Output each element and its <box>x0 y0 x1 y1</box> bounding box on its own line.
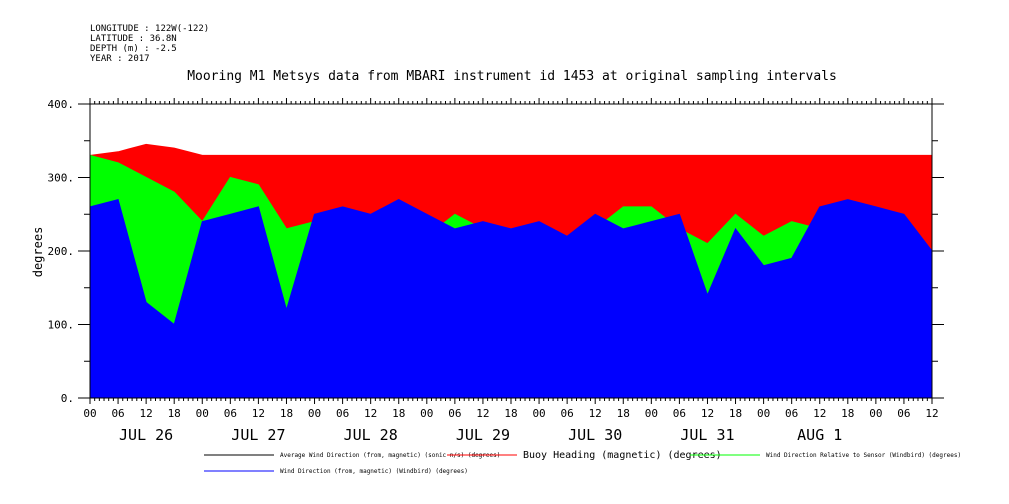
x-day-label: JUL 28 <box>344 426 398 444</box>
legend-label-buoy-heading: Buoy Heading (magnetic) (degrees) <box>523 450 722 461</box>
legend-label-average-wind: Average Wind Direction (from, magnetic) … <box>280 452 500 459</box>
x-tick-label: 00 <box>83 407 96 420</box>
x-tick-label: 00 <box>420 407 433 420</box>
x-tick-label: 06 <box>897 407 910 420</box>
x-tick-label: 12 <box>252 407 265 420</box>
x-tick-label: 00 <box>532 407 545 420</box>
longitude-label: LONGITUDE : 122W(-122) <box>90 24 209 34</box>
x-tick-label: 00 <box>645 407 658 420</box>
x-tick-label: 12 <box>925 407 938 420</box>
x-tick-label: 18 <box>392 407 405 420</box>
legend-label-wind-relative: Wind Direction Relative to Sensor (Windb… <box>766 452 961 459</box>
x-tick-label: 00 <box>757 407 770 420</box>
x-tick-label: 12 <box>813 407 826 420</box>
x-tick-label: 00 <box>869 407 882 420</box>
legend-label-wind-direction: Wind Direction (from, magnetic) (Windbir… <box>280 468 468 475</box>
y-axis-label: degrees <box>31 227 45 278</box>
x-day-label: JUL 26 <box>119 426 173 444</box>
x-tick-label: 12 <box>364 407 377 420</box>
x-tick-label: 18 <box>168 407 181 420</box>
x-tick-label: 18 <box>729 407 742 420</box>
y-tick-label: 300. <box>48 172 75 185</box>
x-tick-label: 06 <box>561 407 574 420</box>
x-tick-label: 12 <box>140 407 153 420</box>
x-tick-label: 12 <box>701 407 714 420</box>
x-tick-label: 18 <box>617 407 630 420</box>
x-tick-label: 18 <box>280 407 293 420</box>
x-tick-label: 00 <box>308 407 321 420</box>
y-tick-label: 400. <box>48 98 75 111</box>
y-tick-label: 0. <box>61 392 74 405</box>
x-tick-label: 06 <box>111 407 124 420</box>
plot-area <box>89 143 933 399</box>
year-label: YEAR : 2017 <box>90 54 150 64</box>
x-day-label: JUL 31 <box>680 426 734 444</box>
x-day-label: JUL 27 <box>231 426 285 444</box>
x-tick-label: 12 <box>476 407 489 420</box>
x-day-label: AUG 1 <box>797 426 842 444</box>
x-day-label: JUL 29 <box>456 426 510 444</box>
x-tick-label: 06 <box>336 407 349 420</box>
axes: 0. 100. 200. 300. 400. 00 06 12 18 00 06 12 18 00 06 12… <box>48 98 944 444</box>
x-tick-label: 18 <box>504 407 517 420</box>
chart-title: Mooring M1 Metsys data from MBARI instru… <box>187 69 837 84</box>
latitude-label: LATITUDE : 36.8N <box>90 34 177 44</box>
x-tick-label: 06 <box>785 407 798 420</box>
x-tick-label: 00 <box>196 407 209 420</box>
x-tick-label: 18 <box>841 407 854 420</box>
x-tick-label: 06 <box>448 407 461 420</box>
x-tick-label: 12 <box>589 407 602 420</box>
x-tick-label: 06 <box>673 407 686 420</box>
x-day-label: JUL 30 <box>568 426 622 444</box>
y-tick-label: 200. <box>48 245 75 258</box>
legend: Average Wind Direction (from, magnetic) … <box>204 450 961 475</box>
series-area-3 <box>89 198 933 399</box>
x-tick-label: 06 <box>224 407 237 420</box>
y-tick-label: 100. <box>48 319 75 332</box>
depth-label: DEPTH (m) : -2.5 <box>90 44 177 54</box>
